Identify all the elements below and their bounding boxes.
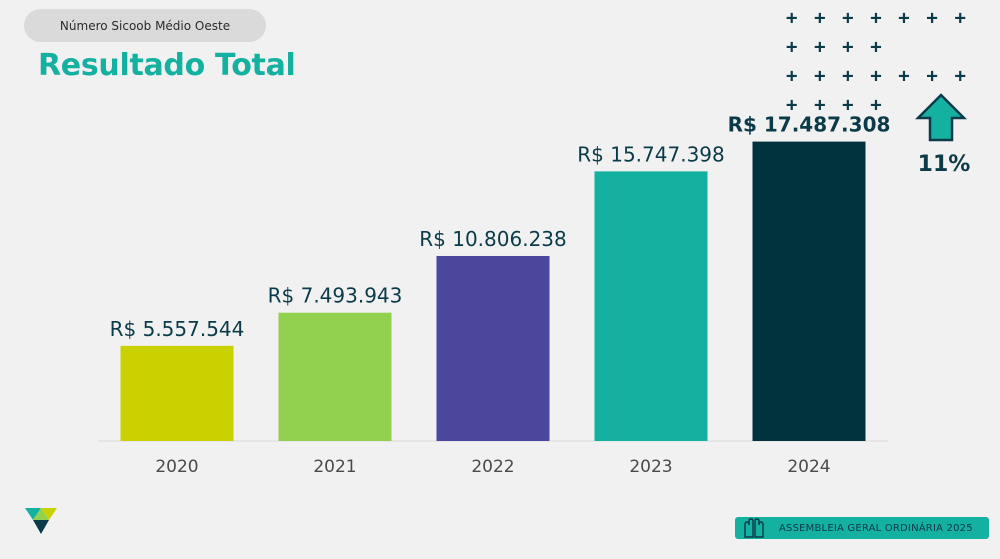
raised-hands-icon xyxy=(744,518,764,538)
subtitle-pill: Número Sicoob Médio Oeste xyxy=(24,9,266,42)
x-tick-label-2021: 2021 xyxy=(313,457,356,477)
x-tick-label-2023: 2023 xyxy=(629,457,672,477)
data-label-2023: R$ 15.747.398 xyxy=(577,142,725,166)
bar-group: R$ 5.557.544 2020 R$ 7.493.943 2021 R$ 10.80… xyxy=(110,113,891,477)
bar-2024 xyxy=(752,141,866,442)
bar-2022 xyxy=(436,255,550,441)
up-arrow-icon xyxy=(915,93,967,142)
x-tick-label-2022: 2022 xyxy=(471,457,514,477)
footer-badge: ASSEMBLEIA GERAL ORDINÁRIA 2025 xyxy=(735,517,989,539)
x-tick-label-2024: 2024 xyxy=(787,457,830,477)
subtitle-pill-label: Número Sicoob Médio Oeste xyxy=(59,18,231,33)
footer-text: ASSEMBLEIA GERAL ORDINÁRIA 2025 xyxy=(779,522,973,534)
data-label-2020: R$ 5.557.544 xyxy=(110,317,245,341)
data-label-2022: R$ 10.806.238 xyxy=(419,227,567,251)
bar-2021 xyxy=(278,312,392,441)
plus-decoration: + + + + + + + + + + + + + + + + + + + + … xyxy=(786,4,986,120)
x-tick-label-2020: 2020 xyxy=(155,457,198,477)
page-title: Resultado Total xyxy=(38,48,296,83)
growth-percentage: 11% xyxy=(917,152,971,177)
sicoob-logo xyxy=(25,508,57,534)
data-label-2021: R$ 7.493.943 xyxy=(268,284,403,308)
bar-2020 xyxy=(120,345,234,441)
bar-2023 xyxy=(594,171,708,442)
data-label-2024: R$ 17.487.308 xyxy=(728,113,891,137)
plus-row: + + + + + + + + + + + xyxy=(786,7,969,58)
plus-row: + + + + + + + + + + + xyxy=(786,65,969,116)
